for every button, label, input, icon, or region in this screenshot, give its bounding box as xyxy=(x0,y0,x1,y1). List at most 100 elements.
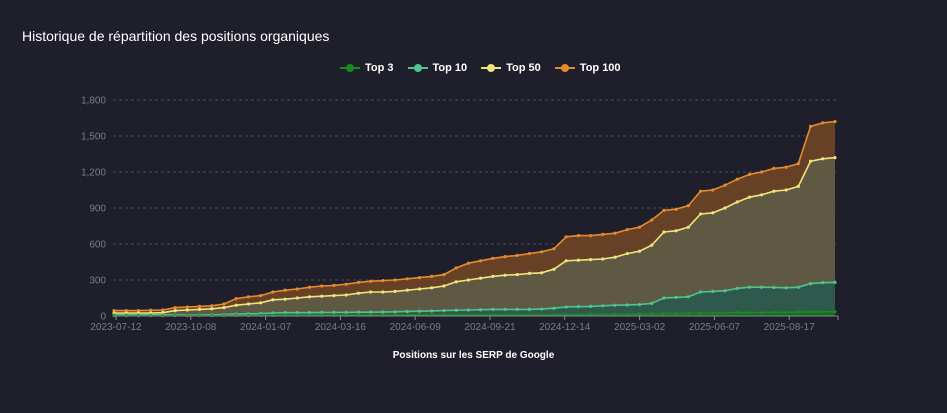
data-point xyxy=(307,295,312,299)
data-point xyxy=(833,280,837,284)
x-tick-label: 2025-03-02 xyxy=(614,322,666,333)
data-point xyxy=(613,312,617,316)
data-point xyxy=(662,230,666,234)
data-point xyxy=(686,311,690,315)
data-point xyxy=(723,206,727,210)
data-point xyxy=(552,306,556,310)
data-point xyxy=(760,193,764,197)
data-point xyxy=(332,283,336,287)
data-point xyxy=(552,267,556,271)
data-point xyxy=(271,313,275,317)
legend-item-top100[interactable]: Top 100 xyxy=(554,62,621,74)
data-point xyxy=(234,303,238,307)
data-point xyxy=(503,255,507,259)
data-point xyxy=(466,278,470,282)
data-point xyxy=(320,284,324,288)
data-point xyxy=(393,310,397,314)
data-point xyxy=(735,200,739,204)
data-point xyxy=(588,258,593,262)
line-top10 xyxy=(114,281,836,316)
data-point xyxy=(369,279,373,283)
data-point xyxy=(564,305,568,309)
x-tick-label: 2024-12-14 xyxy=(539,322,591,333)
data-point xyxy=(674,207,678,211)
data-point xyxy=(344,310,348,314)
data-point xyxy=(760,311,764,315)
data-point xyxy=(405,309,409,314)
data-point xyxy=(784,188,788,192)
data-point xyxy=(833,120,837,124)
data-point xyxy=(796,310,800,314)
line-top50 xyxy=(114,156,836,314)
line-top100 xyxy=(114,120,836,312)
data-point xyxy=(808,124,813,128)
data-point xyxy=(625,312,629,316)
data-point xyxy=(210,304,214,308)
data-point xyxy=(564,312,568,317)
x-tick-label: 2024-06-09 xyxy=(390,322,442,333)
data-point xyxy=(601,257,605,261)
data-point xyxy=(283,311,287,315)
legend-marker-icon xyxy=(481,64,502,72)
data-point xyxy=(747,285,752,289)
legend-item-top3[interactable]: Top 3 xyxy=(340,62,394,74)
data-point xyxy=(564,235,568,239)
data-point xyxy=(723,289,727,293)
data-point xyxy=(772,310,776,314)
data-point xyxy=(307,311,312,315)
data-point xyxy=(772,285,776,290)
data-point xyxy=(479,259,483,263)
data-point xyxy=(650,243,654,247)
data-point xyxy=(552,313,556,317)
data-point xyxy=(552,247,556,251)
data-point xyxy=(784,286,788,290)
data-point xyxy=(454,280,458,284)
data-point xyxy=(332,310,336,314)
data-point xyxy=(271,298,275,302)
data-point xyxy=(821,310,825,314)
data-point xyxy=(625,252,629,256)
data-point xyxy=(356,280,361,284)
legend-item-top10[interactable]: Top 10 xyxy=(407,62,467,74)
legend-label: Top 3 xyxy=(365,62,394,74)
legend-marker-icon xyxy=(407,64,428,72)
data-point xyxy=(381,279,385,283)
data-point xyxy=(808,282,813,286)
data-point xyxy=(283,288,287,292)
data-point xyxy=(369,290,373,294)
area-top3 xyxy=(114,311,835,316)
data-point xyxy=(723,311,727,315)
data-point xyxy=(784,165,788,169)
data-point xyxy=(527,307,532,311)
x-tick-label: 2024-09-21 xyxy=(464,322,516,333)
data-point xyxy=(222,302,226,306)
data-point xyxy=(271,311,275,315)
data-point xyxy=(772,189,776,193)
data-point xyxy=(650,218,654,222)
data-point xyxy=(161,308,165,312)
data-point xyxy=(356,310,361,314)
data-point xyxy=(430,309,434,313)
legend-item-top50[interactable]: Top 50 xyxy=(481,62,541,74)
data-point xyxy=(430,286,434,290)
data-point xyxy=(442,284,446,288)
data-point xyxy=(479,308,483,312)
data-point xyxy=(405,277,409,281)
data-point xyxy=(491,307,495,311)
data-point xyxy=(515,253,519,257)
data-point xyxy=(295,287,299,291)
data-point xyxy=(674,312,678,316)
data-point xyxy=(698,290,703,294)
chart-title: Historique de répartition des positions … xyxy=(22,28,330,44)
data-point xyxy=(650,312,654,316)
data-point xyxy=(307,285,312,289)
legend-label: Top 50 xyxy=(506,62,541,74)
data-point xyxy=(454,266,458,270)
data-point xyxy=(564,259,568,263)
data-point xyxy=(259,313,263,317)
data-point xyxy=(234,297,238,301)
data-point xyxy=(637,303,642,307)
data-point xyxy=(503,307,507,311)
data-point xyxy=(417,287,422,291)
